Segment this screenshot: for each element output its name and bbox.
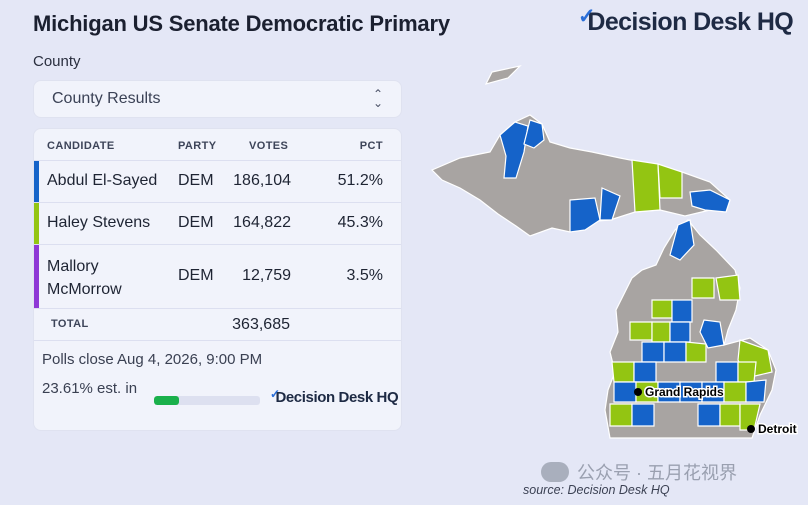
city-marker (747, 425, 755, 433)
candidate-votes: 12,759 (242, 267, 291, 284)
candidate-name: Abdul El-Sayed (47, 172, 158, 189)
col-candidate: CANDIDATE (47, 140, 115, 152)
table-row[interactable]: Haley Stevens DEM 164,822 45.3% (34, 203, 401, 245)
watermark-text: 公众号 · 五月花视界 (577, 463, 737, 483)
map-region (631, 159, 661, 213)
map-region (697, 403, 721, 427)
map-region (631, 403, 655, 427)
col-party: PARTY (178, 140, 217, 152)
reporting-progress-fill (154, 396, 180, 405)
map-region (737, 361, 757, 383)
map-region (611, 361, 635, 383)
map-region (745, 379, 767, 403)
table-header: CANDIDATE PARTY VOTES PCT (34, 129, 401, 161)
map-region (599, 187, 621, 221)
candidate-party: DEM (178, 172, 214, 189)
map-region (613, 381, 637, 403)
map-region (669, 219, 695, 261)
map-region (719, 403, 741, 427)
map-region (499, 121, 529, 179)
col-pct: PCT (359, 140, 383, 152)
candidate-color-bar (34, 203, 39, 244)
city-label-grand-rapids: Grand Rapids (645, 385, 724, 399)
page-title: Michigan US Senate Democratic Primary (33, 11, 450, 36)
total-votes: 363,685 (232, 316, 290, 333)
brand-name: Decision Desk HQ (587, 8, 794, 36)
brand-name-small: Decision Desk HQ (275, 389, 399, 406)
map-region (671, 299, 693, 323)
candidate-name: Haley Stevens (47, 214, 151, 231)
map-region (651, 299, 673, 319)
map-region (663, 341, 687, 363)
candidate-votes: 186,104 (233, 172, 291, 189)
candidate-pct: 3.5% (346, 267, 383, 284)
candidate-party: DEM (178, 214, 214, 231)
map-region (715, 274, 741, 301)
candidate-votes: 164,822 (233, 214, 291, 231)
map-region (715, 361, 739, 383)
candidate-pct: 45.3% (337, 214, 383, 231)
map-region (669, 321, 691, 343)
watermark: 公众号 · 五月花视界 (541, 459, 737, 485)
candidate-color-bar (34, 245, 39, 308)
map-region (641, 341, 665, 363)
col-votes: VOTES (249, 140, 289, 152)
map-region (633, 361, 657, 383)
polls-close-text: Polls close Aug 4, 2026, 9:00 PM (42, 351, 263, 368)
map-region (651, 321, 671, 343)
map-region (609, 403, 633, 427)
map-region (629, 321, 653, 341)
candidate-color-bar (34, 161, 39, 202)
map-region (484, 64, 522, 85)
brand-logo-small: ✓ Decision Desk HQ (270, 387, 399, 406)
reported-text: 23.61% est. in (42, 380, 138, 397)
map-region (523, 119, 545, 149)
total-label: TOTAL (51, 318, 89, 330)
chat-icon (541, 462, 569, 482)
michigan-county-map: Grand Rapids Detroit (430, 64, 798, 439)
checkmark-icon: ✓ (578, 5, 596, 28)
map-region (689, 189, 731, 213)
checkmark-icon: ✓ (270, 387, 280, 401)
chevron-updown-icon: ⌃ ⌄ (372, 87, 383, 110)
total-row: TOTAL 363,685 (34, 309, 401, 341)
city-label-detroit: Detroit (758, 422, 797, 436)
map-region (691, 277, 715, 299)
brand-logo: ✓ Decision Desk HQ (578, 5, 794, 37)
map-region (685, 341, 707, 363)
map-region (699, 319, 725, 349)
map-region (569, 197, 601, 233)
table-row[interactable]: Abdul El-Sayed DEM 186,104 51.2% (34, 161, 401, 203)
county-select-value: County Results (52, 90, 161, 107)
source-note: source: Decision Desk HQ (523, 483, 670, 497)
map-region (723, 381, 747, 403)
city-marker (634, 388, 642, 396)
table-row[interactable]: Mallory McMorrow DEM 12,759 3.5% (34, 245, 401, 309)
candidate-pct: 51.2% (337, 172, 383, 189)
county-select[interactable]: County Results ⌃ ⌄ (33, 80, 402, 118)
candidate-name: Mallory McMorrow (47, 258, 122, 298)
results-card: CANDIDATE PARTY VOTES PCT Abdul El-Sayed… (33, 128, 402, 431)
reporting-progress-bar (154, 396, 260, 405)
candidate-party: DEM (178, 267, 214, 284)
filter-label: County (33, 53, 81, 70)
map-region (657, 163, 683, 199)
